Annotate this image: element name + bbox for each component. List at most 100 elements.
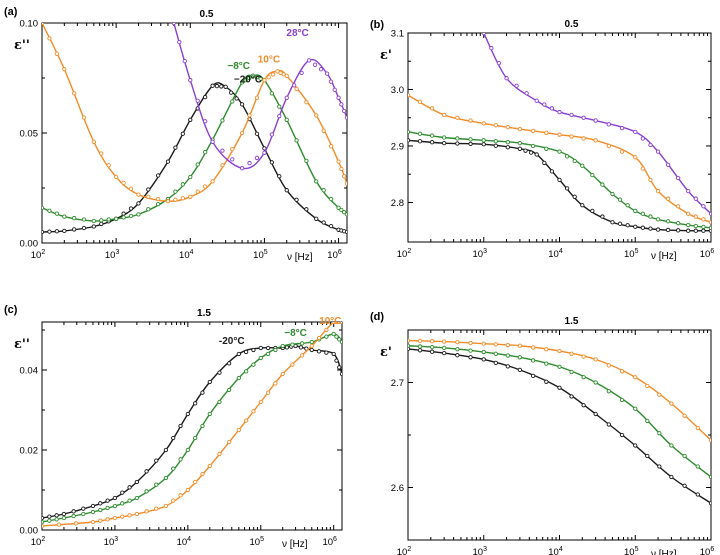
data-point — [81, 115, 87, 120]
series-group — [42, 322, 342, 529]
data-point — [665, 196, 671, 201]
data-point — [185, 487, 190, 493]
data-point — [468, 141, 473, 147]
data-point — [708, 438, 711, 443]
data-point — [188, 194, 193, 199]
x-tick-exponent: 4 — [187, 536, 191, 543]
data-point — [493, 123, 498, 128]
x-tick-label: 104 — [177, 536, 192, 548]
series-label: 10°C — [258, 55, 280, 66]
data-point — [549, 106, 555, 111]
x-tick-base: 10 — [548, 547, 559, 555]
data-point — [155, 201, 161, 207]
series-line — [42, 74, 347, 222]
data-point — [468, 355, 473, 360]
data-point — [544, 361, 549, 366]
data-point — [273, 381, 278, 386]
data-point — [489, 45, 494, 51]
plot-frame — [41, 321, 343, 531]
x-tick-exponent: 2 — [407, 546, 411, 553]
panel-title: 0.5 — [565, 19, 579, 30]
data-point — [493, 342, 498, 347]
data-point — [81, 511, 86, 517]
data-point — [593, 357, 598, 362]
data-point — [337, 337, 342, 342]
data-point — [269, 160, 275, 165]
data-point — [655, 149, 661, 154]
data-point — [163, 475, 169, 481]
data-point — [701, 204, 706, 209]
data-point — [314, 113, 319, 118]
data-point — [648, 177, 653, 183]
series-label: −8°C — [227, 61, 250, 72]
data-point — [701, 217, 706, 222]
data-point — [468, 137, 473, 142]
x-tick-base: 10 — [700, 249, 711, 260]
data-point — [665, 219, 671, 224]
y-axis-label: ε'' — [14, 38, 30, 53]
series-label: 28°C — [286, 28, 308, 39]
x-tick-base: 10 — [104, 537, 115, 548]
data-point — [682, 453, 687, 459]
data-point — [655, 217, 661, 222]
data-point — [228, 90, 234, 95]
data-point — [580, 163, 585, 168]
data-point — [134, 511, 140, 517]
data-point — [250, 73, 256, 78]
y-axis-label: ε' — [380, 48, 392, 63]
data-point — [695, 425, 700, 431]
data-point — [593, 118, 598, 123]
data-point — [306, 58, 312, 63]
data-point — [180, 182, 185, 187]
data-point — [236, 351, 241, 357]
data-point — [72, 215, 77, 221]
data-point — [569, 112, 574, 118]
data-point — [408, 138, 411, 143]
data-point — [146, 207, 151, 212]
data-point — [530, 345, 536, 350]
data-point — [304, 158, 309, 164]
data-point — [280, 371, 285, 377]
data-point — [265, 345, 271, 351]
x-tick-base: 10 — [548, 249, 559, 260]
data-point — [481, 138, 486, 143]
data-point — [284, 117, 289, 122]
data-point — [120, 514, 125, 519]
data-point — [701, 224, 706, 230]
x-tick-label: 105 — [624, 546, 639, 555]
data-point — [530, 373, 536, 378]
data-point — [120, 501, 125, 506]
data-point — [136, 201, 141, 206]
data-point — [328, 79, 334, 84]
x-tick-exponent: 5 — [260, 536, 264, 543]
data-point — [328, 223, 334, 229]
data-point — [669, 443, 674, 448]
data-point — [171, 498, 176, 503]
x-tick-base: 10 — [105, 250, 116, 261]
data-point — [258, 399, 263, 405]
data-point — [112, 495, 118, 501]
data-point — [207, 463, 212, 469]
data-point — [72, 91, 77, 96]
data-point — [569, 351, 574, 356]
data-point — [344, 181, 347, 186]
x-tick-base: 10 — [700, 547, 711, 555]
data-point — [121, 211, 126, 216]
x-tick-label: 106 — [327, 249, 342, 261]
data-point — [113, 174, 119, 180]
data-point — [648, 142, 653, 148]
data-point — [640, 136, 646, 141]
data-point — [331, 351, 336, 357]
panel-label: (b) — [370, 19, 384, 31]
series-label: 10°C — [319, 316, 341, 327]
x-tick-label: 105 — [624, 248, 639, 260]
data-point — [136, 192, 141, 197]
data-point — [408, 338, 411, 343]
data-point — [226, 387, 232, 393]
data-point — [665, 227, 671, 233]
data-point — [277, 104, 282, 109]
data-point — [62, 228, 67, 234]
data-point — [42, 23, 45, 26]
data-point — [265, 390, 271, 395]
x-tick-label: 103 — [105, 249, 120, 261]
